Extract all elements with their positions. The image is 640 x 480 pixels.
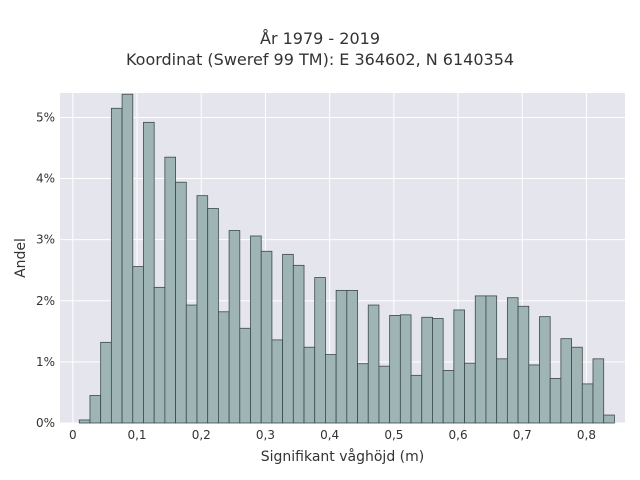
- histogram-bar: [132, 266, 144, 424]
- histogram-bar: [506, 297, 519, 424]
- histogram-bar: [153, 286, 166, 424]
- histogram-bar: [453, 309, 465, 424]
- y-tick-label: 4%: [36, 172, 55, 186]
- x-tick-label: 0,6: [449, 428, 468, 442]
- histogram-bar: [314, 277, 326, 424]
- histogram-bar: [196, 195, 209, 424]
- y-tick-label: 2%: [36, 294, 55, 308]
- histogram-bar: [464, 362, 476, 424]
- histogram-bar: [432, 318, 444, 424]
- histogram-bar: [217, 311, 230, 424]
- histogram-bar: [485, 295, 498, 424]
- histogram-bar: [367, 304, 380, 424]
- bars: [78, 93, 615, 424]
- histogram-bar: [110, 107, 123, 424]
- histogram-bar: [474, 295, 487, 424]
- histogram-bar: [357, 363, 369, 424]
- histogram-bar: [549, 377, 562, 424]
- y-tick-label: 0%: [36, 416, 55, 430]
- histogram-bar: [303, 346, 316, 424]
- chart-title: År 1979 - 2019: [260, 29, 380, 48]
- histogram-bar: [239, 327, 251, 424]
- histogram-bar: [228, 230, 241, 424]
- x-tick-label: 0: [69, 428, 77, 442]
- histogram-bar: [325, 354, 337, 424]
- histogram-bar: [389, 315, 401, 424]
- histogram-bar: [496, 358, 508, 424]
- histogram-bar: [442, 370, 455, 424]
- histogram-bar: [250, 235, 262, 424]
- histogram-bar: [581, 383, 594, 424]
- y-axis-label: Andel: [13, 238, 29, 278]
- chart-subtitle: Koordinat (Sweref 99 TM): E 364602, N 61…: [125, 50, 515, 69]
- histogram-bar: [399, 314, 412, 424]
- histogram-bar: [571, 346, 583, 424]
- histogram-bar: [164, 156, 176, 424]
- x-tick-label: 0,3: [256, 428, 275, 442]
- tick-labels: 0 0,1 0,2 0,3 0,4 0,5 0,6 0,7 0,8 0% 1% 2% 3% 4% 5%: [36, 110, 596, 442]
- x-tick-label: 0,4: [320, 428, 339, 442]
- histogram-bar: [592, 358, 605, 424]
- histogram-bar: [421, 316, 433, 424]
- x-tick-label: 0,2: [192, 428, 211, 442]
- x-tick-label: 0,1: [127, 428, 146, 442]
- x-tick-label: 0,7: [513, 428, 532, 442]
- histogram-bar: [292, 264, 305, 424]
- histogram-bar: [378, 365, 391, 424]
- histogram-bar: [517, 305, 530, 424]
- histogram-bar: [410, 374, 423, 424]
- x-tick-label: 0,8: [577, 428, 596, 442]
- histogram-bar: [175, 181, 187, 424]
- histogram-bar: [100, 341, 112, 424]
- y-tick-label: 5%: [36, 110, 55, 124]
- histogram-bar: [335, 289, 348, 424]
- histogram-bar: [560, 338, 572, 424]
- x-axis-label: Signifikant våghöjd (m): [261, 448, 424, 465]
- histogram-bar: [78, 419, 91, 424]
- histogram-bar: [271, 339, 284, 424]
- histogram-bar: [185, 304, 198, 424]
- y-tick-label: 3%: [36, 233, 55, 247]
- histogram-bar: [207, 208, 219, 424]
- histogram-bar: [528, 364, 540, 424]
- histogram-bar: [346, 289, 358, 424]
- histogram-bar: [260, 250, 273, 424]
- histogram-bar: [603, 414, 615, 424]
- histogram-bar: [121, 93, 134, 424]
- x-tick-label: 0,5: [384, 428, 403, 442]
- histogram-bar: [282, 253, 294, 424]
- histogram-bar: [539, 316, 551, 424]
- histogram-bar: [89, 395, 102, 424]
- y-tick-label: 1%: [36, 355, 55, 369]
- histogram-bar: [143, 121, 155, 424]
